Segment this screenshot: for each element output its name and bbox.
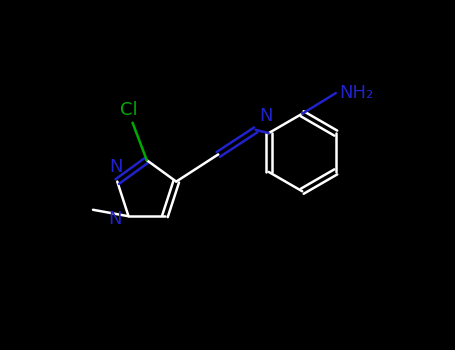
Text: Cl: Cl (121, 102, 138, 119)
Text: N: N (259, 107, 273, 125)
Text: NH₂: NH₂ (339, 84, 373, 102)
Text: N: N (109, 210, 122, 229)
Text: N: N (109, 159, 123, 176)
